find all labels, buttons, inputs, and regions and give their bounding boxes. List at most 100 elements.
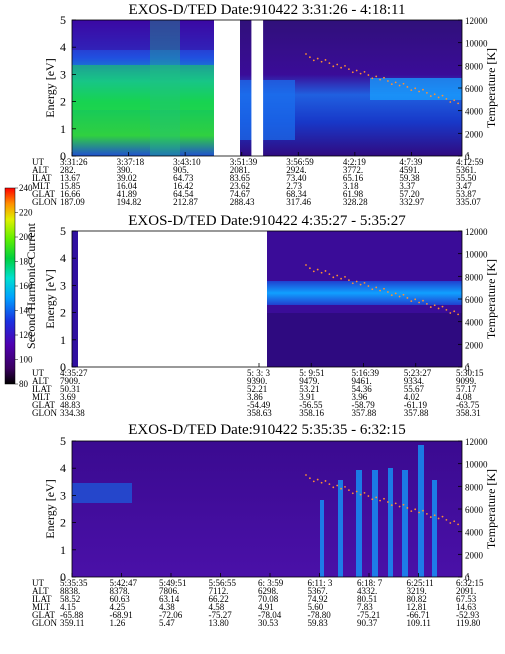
table-cell: 2091. [456, 586, 476, 596]
temperature-point [387, 80, 389, 82]
table-cell: -56.55 [299, 400, 323, 410]
table-cell: 5:30:15 [456, 368, 484, 378]
y2-tick-label: 12000 [465, 16, 488, 26]
temperature-point [398, 505, 401, 508]
y2-tick-label: 10000 [465, 460, 488, 470]
table-cell: 357.88 [352, 408, 377, 418]
y-tick-label: 4 [60, 251, 66, 265]
table-cell: 83.65 [230, 173, 251, 183]
table-cell: 5:49:51 [159, 578, 187, 588]
y-tick-label: 0 [60, 149, 66, 163]
y-tick-label: 1 [60, 543, 66, 557]
y2-tick-label: 2000 [465, 340, 484, 350]
table-cell: 57.17 [456, 384, 477, 394]
temperature-point [422, 88, 424, 91]
table-cell: 390. [117, 165, 133, 175]
table-cell: 50.31 [60, 384, 80, 394]
table-cell: -78.80 [308, 610, 332, 620]
row-label: ILAT [32, 173, 52, 183]
colorbar-tick-label: 180 [19, 257, 33, 267]
table-cell: 6:11: 3 [308, 578, 333, 588]
temperature-point [390, 294, 393, 297]
row-label: UT [32, 157, 44, 167]
table-cell: 3.47 [456, 181, 472, 191]
y2-tick-label: 2000 [465, 550, 484, 560]
row-label: ILAT [32, 594, 52, 604]
y-tick-label: 5 [60, 224, 66, 238]
table-cell: -68.91 [110, 610, 133, 620]
temperature-point [363, 491, 366, 494]
colorbar: 80 100 120 140 160 180 200 220 240 Second Harmon… [4, 183, 38, 389]
temperature-point [453, 99, 456, 102]
temperature-point [351, 282, 354, 285]
table-cell: 5367. [308, 586, 328, 596]
temperature-point [309, 267, 311, 270]
temperature-trace [305, 264, 459, 316]
table-cell: 3.69 [60, 392, 76, 402]
y-tick-label: 3 [60, 488, 66, 502]
table-cell: 5.60 [308, 602, 324, 612]
y2-tick-label: 0 [465, 363, 470, 373]
table-cell: 5:56:55 [209, 578, 237, 588]
table-cell: 59.38 [399, 173, 420, 183]
temperature-point [332, 276, 335, 279]
temperature-point [355, 490, 358, 493]
y-axis-label: Energy [eV] [43, 58, 57, 117]
temperature-point [414, 87, 417, 90]
temperature-point [324, 270, 327, 272]
table-cell: 5361. [456, 165, 476, 175]
table-cell: 53.21 [299, 384, 319, 394]
temperature-point [410, 89, 413, 92]
table-cell: 4332. [357, 586, 377, 596]
table-cell: 1.26 [110, 618, 126, 628]
table-cell: 187.09 [60, 197, 85, 207]
row-label: GLAT [32, 189, 55, 199]
table-cell: 3.37 [399, 181, 415, 191]
temperature-point [402, 293, 405, 296]
colorbar-tick-label: 200 [19, 232, 33, 242]
table-cell: 70.08 [258, 594, 279, 604]
table-cell: 41.89 [117, 189, 138, 199]
table-cell: 13.67 [60, 173, 81, 183]
table-cell: 358.16 [299, 408, 324, 418]
table-cell: 16.42 [173, 181, 193, 191]
table-cell: 3:43:10 [173, 157, 201, 167]
table-cell: 66.22 [209, 594, 229, 604]
temperature-point [336, 63, 339, 66]
temperature-point [383, 497, 385, 500]
temperature-point [390, 83, 393, 86]
row-label: ILAT [32, 384, 52, 394]
table-cell: 12.81 [407, 602, 427, 612]
table-cell: -75.27 [209, 610, 233, 620]
y-tick-label: 5 [60, 434, 66, 448]
colorbar-gradient [4, 187, 16, 385]
y2-tick-label: 0 [465, 152, 470, 162]
y-tick-label: 1 [60, 122, 66, 136]
table-cell: 3:37:18 [117, 157, 145, 167]
table-cell: 282. [60, 165, 76, 175]
row-label: ALT [32, 165, 49, 175]
temperature-point [324, 59, 327, 61]
temperature-point [410, 510, 413, 513]
table-cell: 4:12:59 [456, 157, 484, 167]
temperature-point [437, 517, 440, 520]
y2-axis-label: Temperature [K] [484, 259, 498, 339]
table-cell: 5: 3: 3 [247, 368, 271, 378]
table-cell: 9461. [352, 376, 372, 386]
table-cell: -65.88 [60, 610, 84, 620]
y-axis-label: Energy [eV] [43, 269, 57, 328]
table-cell: 55.67 [404, 384, 425, 394]
table-cell: 74.67 [230, 189, 251, 199]
temperature-point [355, 280, 358, 283]
table-cell: 358.31 [456, 408, 481, 418]
temperature-point [367, 74, 370, 76]
colorbar-tick-label: 120 [19, 330, 33, 340]
y2-tick-label: 8000 [465, 482, 484, 492]
table-cell: -58.79 [352, 400, 376, 410]
table-cell: 7.83 [357, 602, 373, 612]
table-cell: 7112. [209, 586, 229, 596]
temperature-point [375, 75, 378, 78]
temperature-point [457, 102, 459, 105]
row-label: MLT [32, 602, 51, 612]
temperature-point [390, 504, 393, 507]
